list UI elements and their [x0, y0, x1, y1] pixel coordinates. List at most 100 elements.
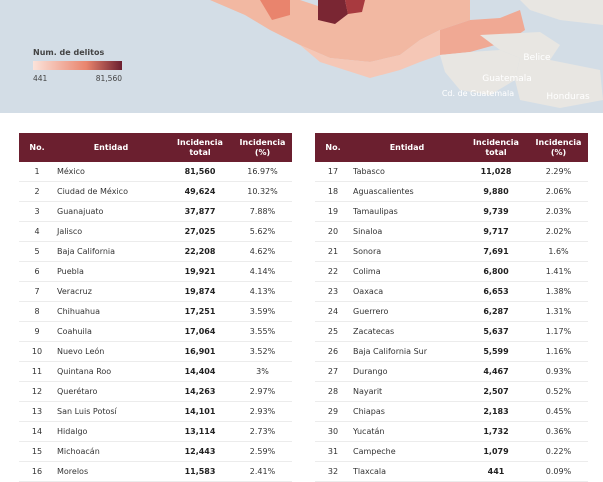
- table-cell: 12: [19, 381, 55, 402]
- table-cell: Baja California: [55, 241, 167, 262]
- table-row: 4 Jalisco 27,025 5.62%: [19, 221, 292, 242]
- table-cell: 14: [19, 421, 55, 442]
- table-row: 10 Nuevo León 16,901 3.52%: [19, 341, 292, 362]
- table-cell: 18: [315, 181, 351, 202]
- column-header: Incidencia total: [167, 133, 233, 162]
- table-cell: 17,251: [167, 301, 233, 322]
- table-cell: Querétaro: [55, 381, 167, 402]
- table-cell: 2,507: [463, 381, 529, 402]
- column-header: Entidad: [55, 133, 167, 162]
- table-cell: 8: [19, 301, 55, 322]
- cuba-land: [520, 0, 603, 25]
- table-cell: 13: [19, 401, 55, 422]
- table-cell: Baja California Sur: [351, 341, 463, 362]
- table-cell: 0.09%: [529, 461, 588, 482]
- table-row: 20 Sinaloa 9,717 2.02%: [315, 221, 588, 242]
- table-row: 29 Chiapas 2,183 0.45%: [315, 401, 588, 422]
- table-cell: 22,208: [167, 241, 233, 262]
- map-label: Belice: [523, 53, 551, 63]
- legend-min: 441: [33, 74, 48, 83]
- table-cell: 2.06%: [529, 181, 588, 202]
- table-cell: Oaxaca: [351, 281, 463, 302]
- map-label: Honduras: [546, 92, 590, 102]
- table-cell: 19: [315, 201, 351, 222]
- table-cell: 19,874: [167, 281, 233, 302]
- table-cell: Ciudad de México: [55, 181, 167, 202]
- table-cell: Nayarit: [351, 381, 463, 402]
- table-cell: 31: [315, 441, 351, 462]
- map-label: Cd. de Guatemala: [442, 89, 514, 98]
- table-row: 14 Hidalgo 13,114 2.73%: [19, 421, 292, 442]
- table-cell: 3: [19, 201, 55, 222]
- belize: [480, 32, 560, 60]
- table-cell: Tlaxcala: [351, 461, 463, 482]
- table-cell: Veracruz: [55, 281, 167, 302]
- table-row: 31 Campeche 1,079 0.22%: [315, 441, 588, 462]
- table-cell: Colima: [351, 261, 463, 282]
- table-cell: 4.14%: [233, 261, 292, 282]
- table-cell: 7.88%: [233, 201, 292, 222]
- table-row: 22 Colima 6,800 1.41%: [315, 261, 588, 282]
- table-cell: 16,901: [167, 341, 233, 362]
- table-cell: 2.73%: [233, 421, 292, 442]
- table-cell: 49,624: [167, 181, 233, 202]
- table-cell: 5: [19, 241, 55, 262]
- table-cell: 22: [315, 261, 351, 282]
- table-row: 11 Quintana Roo 14,404 3%: [19, 361, 292, 382]
- table-cell: 0.22%: [529, 441, 588, 462]
- table-cell: San Luis Potosí: [55, 401, 167, 422]
- table-cell: 27,025: [167, 221, 233, 242]
- table-row: 3 Guanajuato 37,877 7.88%: [19, 201, 292, 222]
- table-cell: 4.13%: [233, 281, 292, 302]
- table-cell: 2: [19, 181, 55, 202]
- map-label: Guatemala: [482, 74, 532, 84]
- table-row: 2 Ciudad de México 49,624 10.32%: [19, 181, 292, 202]
- table-cell: 3.59%: [233, 301, 292, 322]
- table-cell: 1.38%: [529, 281, 588, 302]
- legend-gradient: [33, 61, 122, 70]
- column-header: No.: [315, 133, 351, 162]
- table-cell: Guerrero: [351, 301, 463, 322]
- table-row: 30 Yucatán 1,732 0.36%: [315, 421, 588, 442]
- table-cell: 0.36%: [529, 421, 588, 442]
- table-cell: 28: [315, 381, 351, 402]
- table-row: 17 Tabasco 11,028 2.29%: [315, 162, 588, 182]
- table-cell: 81,560: [167, 162, 233, 182]
- mexico-state: [318, 0, 348, 24]
- table-cell: 4.62%: [233, 241, 292, 262]
- table-cell: Michoacán: [55, 441, 167, 462]
- table-row: 16 Morelos 11,583 2.41%: [19, 461, 292, 482]
- table-cell: 10: [19, 341, 55, 362]
- table-cell: 0.93%: [529, 361, 588, 382]
- table-cell: Hidalgo: [55, 421, 167, 442]
- honduras-land: [515, 58, 603, 108]
- table-cell: 6,287: [463, 301, 529, 322]
- table-row: 23 Oaxaca 6,653 1.38%: [315, 281, 588, 302]
- table-cell: 11: [19, 361, 55, 382]
- table-row: 24 Guerrero 6,287 1.31%: [315, 301, 588, 322]
- table-cell: Durango: [351, 361, 463, 382]
- header-row: No. Entidad Incidencia total Incidencia (%): [315, 133, 588, 162]
- mexico-south: [300, 30, 440, 78]
- table-cell: 30: [315, 421, 351, 442]
- table-cell: Tamaulipas: [351, 201, 463, 222]
- table-row: 18 Aguascalientes 9,880 2.06%: [315, 181, 588, 202]
- table-cell: 1.41%: [529, 261, 588, 282]
- legend-max: 81,560: [96, 74, 122, 83]
- table-row: 9 Coahuila 17,064 3.55%: [19, 321, 292, 342]
- table-cell: 441: [463, 461, 529, 482]
- header-row: No. Entidad Incidencia total Incidencia (%): [19, 133, 292, 162]
- table-cell: Quintana Roo: [55, 361, 167, 382]
- table-row: 15 Michoacán 12,443 2.59%: [19, 441, 292, 462]
- legend-title: Num. de delitos: [33, 48, 104, 57]
- map: Num. de delitos 441 81,560 Belice Guatem…: [0, 0, 603, 113]
- table-cell: 4: [19, 221, 55, 242]
- table-cell: 6,800: [463, 261, 529, 282]
- table-cell: 9,739: [463, 201, 529, 222]
- table-row: 28 Nayarit 2,507 0.52%: [315, 381, 588, 402]
- table-cell: 5.62%: [233, 221, 292, 242]
- table-cell: Jalisco: [55, 221, 167, 242]
- table-cell: 1.6%: [529, 241, 588, 262]
- table-row: 19 Tamaulipas 9,739 2.03%: [315, 201, 588, 222]
